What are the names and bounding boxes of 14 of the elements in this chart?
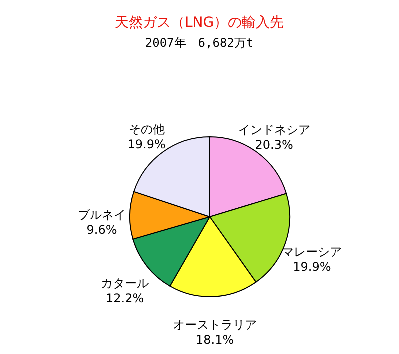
slice-label: インドネシア (238, 123, 310, 138)
data-label: 19.9% (293, 260, 332, 274)
data-label: 18.1% (196, 332, 234, 347)
data-label: 19.9% (128, 137, 166, 152)
data-label: 9.6% (86, 222, 118, 237)
slice-label: その他 (128, 122, 165, 136)
data-label: 12.2% (106, 292, 144, 306)
slice-label: オーストラリア (173, 318, 258, 332)
data-label: 20.3% (255, 138, 294, 152)
chart-title: 天然ガス（LNG）の輸入先 (114, 15, 284, 31)
slice-label: マレーシア (282, 244, 342, 259)
slice-label: カタール (101, 276, 150, 291)
chart-subtitle: 2007年 6,682万t (145, 36, 254, 50)
slice-label: ブルネイ (78, 208, 126, 222)
